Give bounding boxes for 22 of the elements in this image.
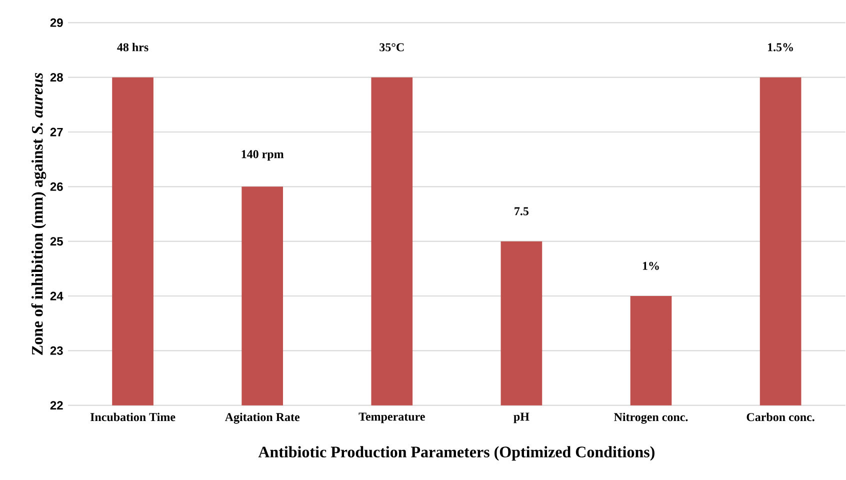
x-tick-label: pH [514, 412, 530, 424]
y-tick-label: 22 [50, 401, 63, 410]
annotation: 1.5% [768, 43, 793, 52]
x-tick-label: Agitation Rate [224, 412, 300, 424]
annotation: 140 rpm [242, 150, 284, 161]
x-tick-label: Temperature [358, 412, 425, 424]
annotation: 1% [642, 262, 659, 270]
y-tick-label: 24 [50, 292, 64, 300]
x-tick-label: Nitrogen conc. [614, 412, 688, 424]
y-tick-label: 26 [50, 182, 63, 191]
annotation: 48 hrs [117, 42, 148, 52]
y-tick-label: 23 [50, 346, 63, 355]
y-tick-label: 28 [50, 73, 63, 82]
x-tick-label: Incubation Time [90, 412, 176, 422]
y-tick-label: 25 [50, 237, 63, 246]
x-axis-title: Antibiotic Production Parameters (Optimized Conditions) [258, 446, 654, 461]
y-axis-title: Zone of inhibition (mm) against S. aureus [31, 72, 46, 355]
x-tick-label: Carbon conc. [746, 412, 814, 422]
y-tick-label: 27 [50, 128, 63, 136]
annotation: 7.5 [514, 207, 529, 216]
y-tick-label: 29 [50, 18, 63, 27]
annotation: 35°C [380, 43, 404, 52]
